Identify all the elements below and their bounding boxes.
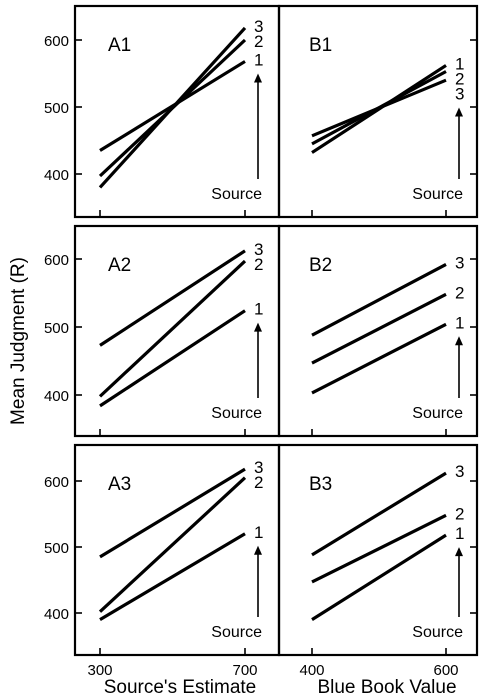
y-tick-label: 600 bbox=[44, 252, 69, 269]
series-label-3: 3 bbox=[254, 17, 263, 36]
source-label: Source bbox=[412, 186, 463, 203]
series-line-2 bbox=[311, 292, 447, 365]
panel-a1: 400 500 600 A1 321 Source bbox=[44, 4, 281, 219]
x-tick-label: 300 bbox=[87, 662, 112, 679]
y-tick-label: 500 bbox=[44, 320, 69, 337]
panel-b3: 400 600 B3 3 21 Source bbox=[277, 443, 479, 679]
series-label-1: 1 bbox=[455, 524, 464, 543]
source-arrowhead bbox=[254, 322, 262, 332]
x-axis-label-left: Source's Estimate bbox=[104, 677, 257, 697]
series-line-3 bbox=[311, 263, 447, 337]
source-arrowhead bbox=[254, 545, 262, 555]
source-arrowhead bbox=[254, 73, 262, 83]
y-axis-label: Mean Judgment (R) bbox=[8, 257, 29, 425]
panel-b1: B1 123 Source bbox=[277, 4, 479, 219]
y-tick-label: 500 bbox=[44, 540, 69, 557]
panel-title: B1 bbox=[309, 35, 332, 56]
x-axis-label-right: Blue Book Value bbox=[317, 677, 456, 697]
source-label: Source bbox=[412, 624, 463, 641]
panel-frame bbox=[277, 443, 479, 657]
panel-frame bbox=[277, 4, 479, 219]
source-arrowhead bbox=[455, 547, 463, 557]
series-line-1 bbox=[99, 532, 246, 621]
panel-title: B3 bbox=[309, 474, 332, 495]
series-line-3 bbox=[311, 78, 447, 138]
source-label: Source bbox=[211, 405, 262, 422]
source-label: Source bbox=[211, 186, 262, 203]
panel-frame bbox=[277, 224, 479, 438]
series-label-3: 3 bbox=[254, 240, 263, 259]
series-line-3 bbox=[99, 467, 246, 559]
x-tick-label: 700 bbox=[232, 662, 257, 679]
source-label: Source bbox=[412, 405, 463, 422]
panel-b2: B2 3 2 1 Source bbox=[277, 224, 479, 438]
source-arrowhead bbox=[455, 107, 463, 117]
y-tick-label: 400 bbox=[44, 606, 69, 623]
panel-title: A1 bbox=[108, 35, 131, 56]
series-label-2: 2 bbox=[455, 69, 464, 88]
series-label-1: 1 bbox=[254, 523, 263, 542]
y-tick-label: 600 bbox=[44, 474, 69, 491]
series-label-2: 2 bbox=[254, 255, 263, 274]
x-tick-label: 400 bbox=[299, 662, 324, 679]
panel-title: A3 bbox=[108, 474, 131, 495]
series-label-3: 3 bbox=[254, 458, 263, 477]
series-line-3 bbox=[99, 249, 246, 347]
series-label-2: 2 bbox=[455, 504, 464, 523]
series-line-3 bbox=[98, 26, 247, 189]
series-label-2: 2 bbox=[254, 32, 263, 51]
series-line-1 bbox=[311, 533, 447, 621]
series-label-1: 1 bbox=[254, 300, 263, 319]
y-tick-label: 400 bbox=[44, 167, 69, 184]
panel-title: A2 bbox=[108, 255, 131, 276]
series-line-1 bbox=[99, 309, 246, 408]
series-label-2: 2 bbox=[455, 283, 464, 302]
panel-a3: 400 500 600 300 700 A3 32 1 Source bbox=[44, 443, 281, 679]
source-label: Source bbox=[211, 624, 262, 641]
x-tick-label: 600 bbox=[433, 662, 458, 679]
series-label-3: 3 bbox=[455, 253, 464, 272]
series-label-1: 1 bbox=[455, 313, 464, 332]
y-tick-label: 400 bbox=[44, 388, 69, 405]
series-line-2 bbox=[98, 259, 247, 398]
series-line-3 bbox=[311, 471, 447, 557]
series-line-2 bbox=[311, 513, 447, 584]
series-label-2: 2 bbox=[254, 473, 263, 492]
panel-a2: 400 500 600 A2 32 1 Source bbox=[44, 224, 281, 438]
panel-title: B2 bbox=[309, 255, 332, 276]
series-label-1: 1 bbox=[254, 50, 263, 69]
series-line-1 bbox=[311, 322, 447, 395]
y-tick-label: 600 bbox=[44, 33, 69, 50]
series-label-1: 1 bbox=[455, 54, 464, 73]
series-line-2 bbox=[98, 476, 247, 613]
series-label-3: 3 bbox=[455, 84, 464, 103]
source-arrowhead bbox=[455, 336, 463, 346]
y-tick-label: 500 bbox=[44, 100, 69, 117]
series-label-3: 3 bbox=[455, 462, 464, 481]
